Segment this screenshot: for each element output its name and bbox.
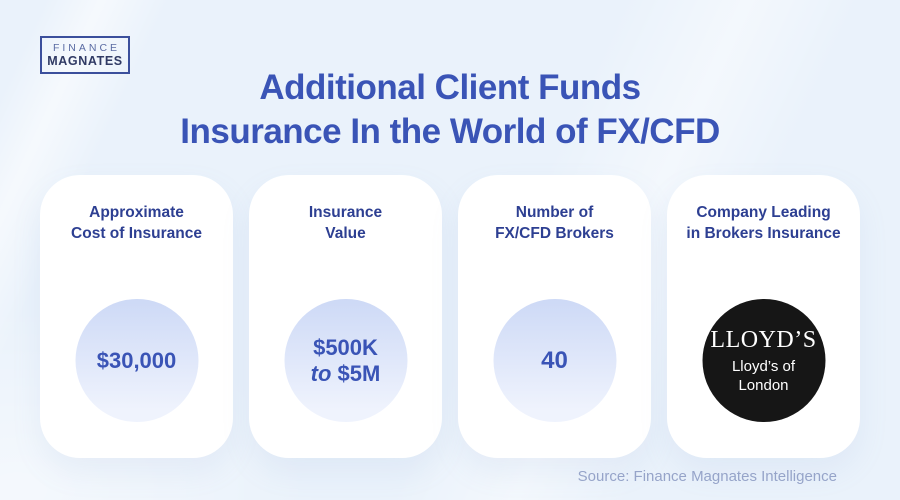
source-attribution: Source: Finance Magnates Intelligence (577, 468, 837, 485)
stat-circle: $500K to $5M (284, 299, 407, 422)
page-title-line-2: Insurance In the World of FX/CFD (180, 112, 720, 151)
card-title: Number of FX/CFD Brokers (495, 204, 614, 242)
stat-card-cost-of-insurance: Approximate Cost of Insurance $30,000 (40, 175, 233, 458)
finance-magnates-logo: FINANCE MAGNATES (40, 36, 130, 74)
stat-value: $30,000 (96, 347, 177, 373)
stat-card-insurance-value: Insurance Value $500K to $5M (249, 175, 442, 458)
stat-value-amount: $5M (337, 360, 381, 386)
lloyds-logo-circle: LLOYD’S Lloyd’s of London (702, 299, 825, 422)
stat-card-leading-company: Company Leading in Brokers Insurance LLO… (667, 175, 860, 458)
lloyds-caption: Lloyd’s of London (731, 357, 796, 394)
stat-value-line-2: to $5M (311, 361, 381, 387)
page-title-line-1: Additional Client Funds (259, 68, 641, 107)
card-title: Approximate Cost of Insurance (71, 204, 202, 242)
stat-circle: 40 (493, 299, 616, 422)
logo-text-magnates: MAGNATES (47, 53, 123, 68)
stat-cards-row: Approximate Cost of Insurance $30,000 In… (40, 175, 860, 458)
page-title: Additional Client Funds Insurance In the… (0, 66, 900, 154)
card-title: Company Leading in Brokers Insurance (686, 204, 841, 242)
stat-value-line-1: $500K (313, 334, 378, 360)
card-title: Insurance Value (308, 204, 383, 242)
stat-value: $500K to $5M (311, 335, 381, 387)
stat-value: 40 (541, 346, 568, 374)
logo-text-finance: FINANCE (52, 41, 121, 54)
stat-circle: $30,000 (75, 299, 198, 422)
stat-card-broker-count: Number of FX/CFD Brokers 40 (458, 175, 651, 458)
stat-value-to: to (310, 360, 332, 386)
lloyds-wordmark: LLOYD’S (710, 326, 817, 353)
